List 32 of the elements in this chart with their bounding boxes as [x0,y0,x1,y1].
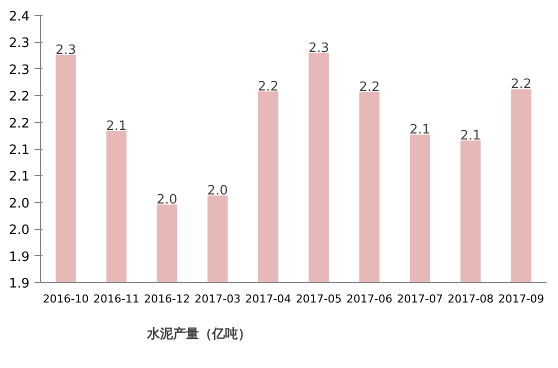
x-tick-label: 2017-08 [448,292,494,306]
x-tick-label: 2017-09 [498,292,544,306]
x-tick-label: 2017-05 [296,292,342,306]
y-tick-label: 2.1 [8,170,30,185]
y-tick-label: 2.1 [8,143,30,158]
text: 2.2 [510,77,532,92]
x-tick-label: 2016-12 [144,292,190,306]
x-tick-label: 2016-10 [42,292,89,306]
text: 2.2 [359,80,380,95]
y-tick-label: 2.2 [8,116,30,132]
y-tick-label: 1.9 [8,250,30,265]
x-tick-label: 2017-04 [245,292,292,306]
y-tick-label: 2.4 [8,10,30,24]
x-tick-label: 2017-07 [397,292,443,306]
x-tick-label: 2016-11 [93,292,140,306]
text: 2.0 [207,183,228,198]
text: 2.3 [308,40,330,56]
y-tick-label: 2.2 [8,90,30,105]
y-tick-label: 2.0 [8,223,30,238]
text: 2.3 [55,43,76,58]
x-tick-label: 2017-06 [346,292,392,306]
x-tick-label: 2017-03 [194,292,241,306]
y-tick-label: 2.0 [8,196,30,212]
y-tick-label: 2.3 [8,62,30,78]
text: 水泥产量（亿吨） [147,326,251,343]
text: 2.1 [106,118,127,134]
y-tick-label: 2.3 [8,36,30,52]
text: 2.2 [258,79,279,94]
text: 2.1 [460,128,481,144]
text: 2.0 [156,192,178,208]
text: 2.1 [410,122,430,138]
y-tick-label: 1.9 [8,276,30,292]
